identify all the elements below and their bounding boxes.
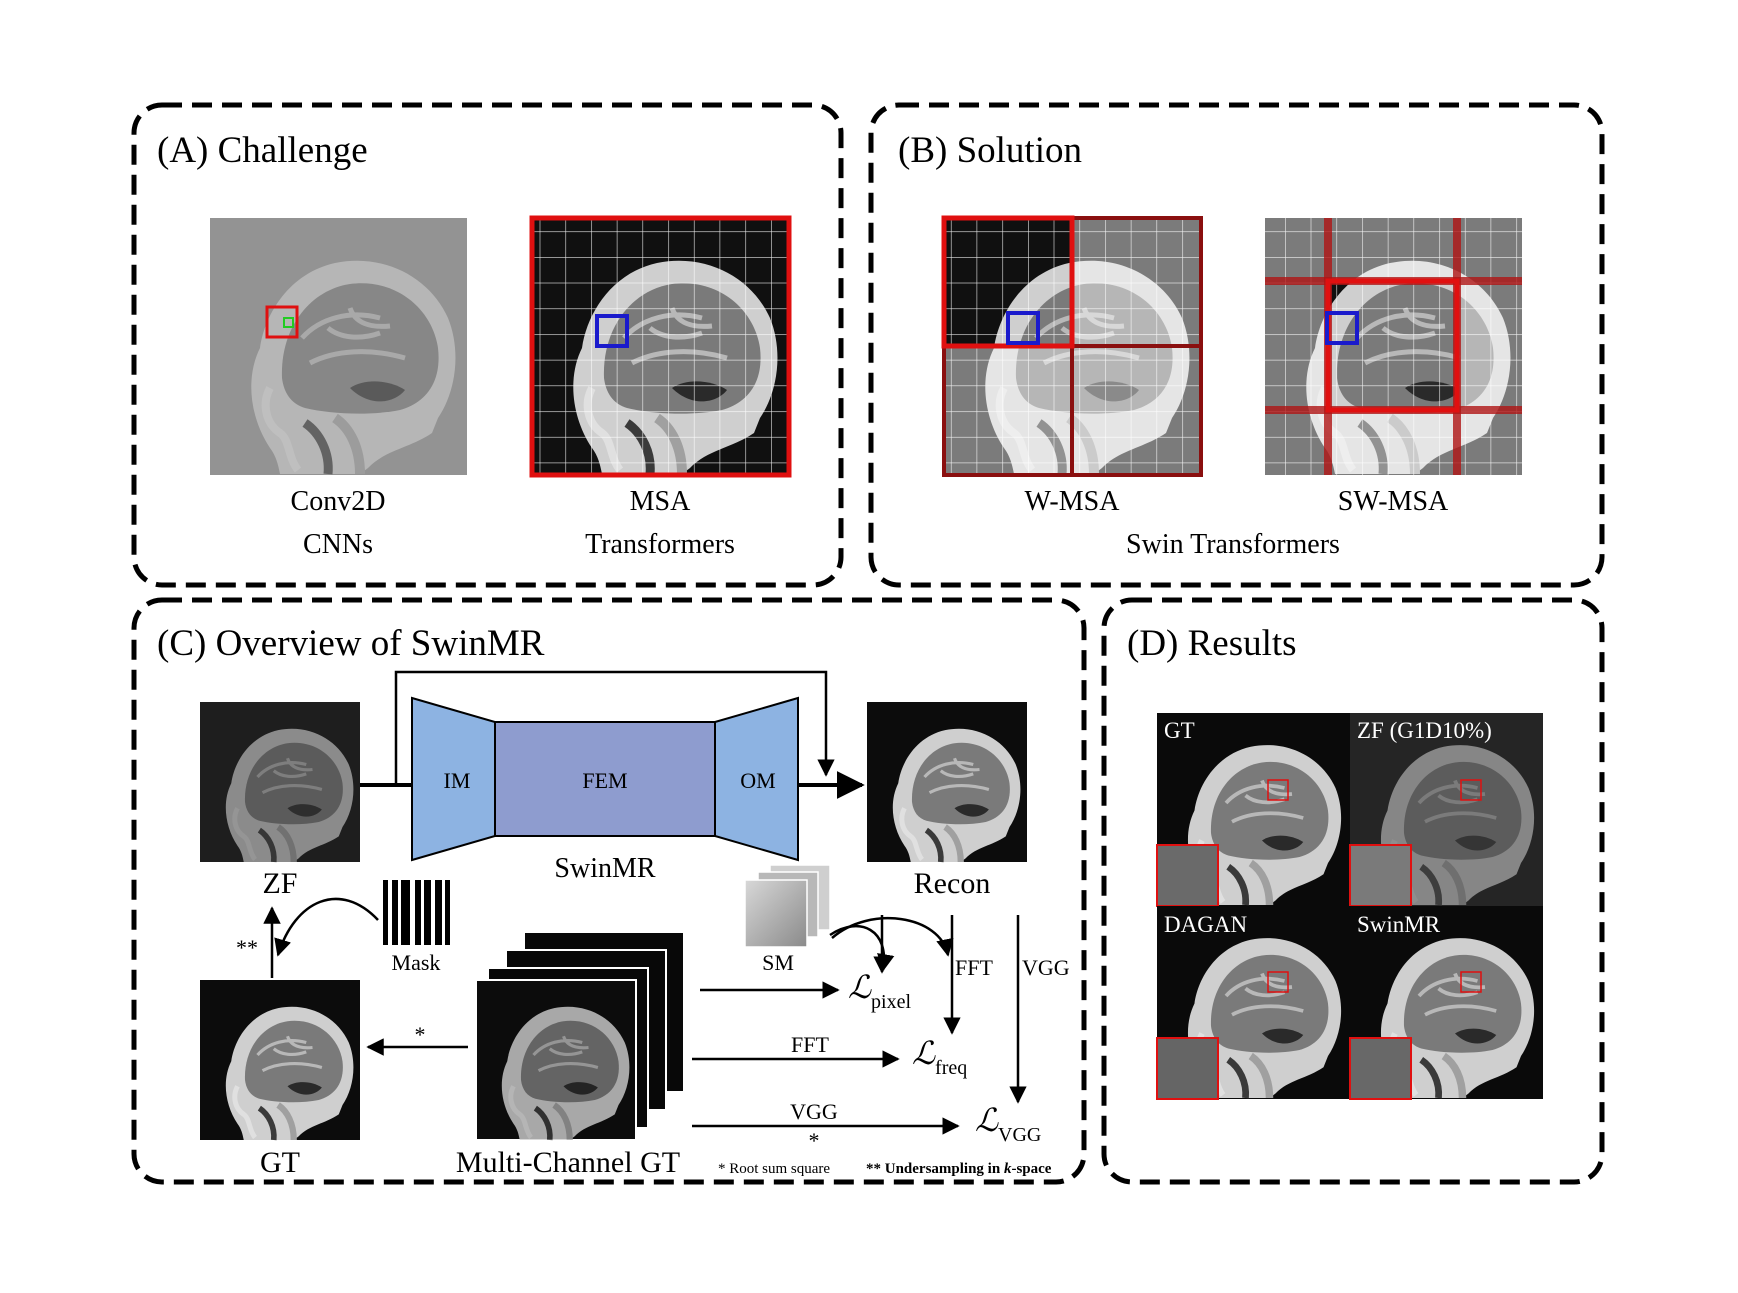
transformers-label: Transformers [585, 529, 735, 560]
panel-a-frame [131, 102, 844, 588]
fft-arrow-label: FFT [791, 1032, 829, 1057]
gt-image [200, 980, 360, 1140]
result-swinmr-label: SwinMR [1357, 912, 1441, 937]
result-zf-label: ZF (G1D10%) [1357, 718, 1492, 743]
freq-loss: ℒfreq [912, 1035, 967, 1079]
conv-kernel-green-box [283, 317, 294, 328]
swmsa-blue-patch [1325, 311, 1359, 345]
panel-c-frame [131, 597, 1087, 1185]
result-dagan-image [1156, 906, 1350, 1099]
wmsa-mri-image [941, 215, 1203, 475]
panel-c-title: (C) Overview of SwinMR [157, 623, 545, 664]
result-gt-label: GT [1164, 718, 1195, 743]
swmsa-red-window [1325, 278, 1460, 413]
im-label: IM [444, 768, 471, 793]
recon-label: Recon [914, 867, 991, 900]
swmsa-label: SW-MSA [1338, 486, 1449, 517]
fft-vertical-label: FFT [955, 955, 993, 980]
mask-image [383, 880, 450, 945]
conv2d-label: Conv2D [291, 486, 386, 517]
undersampling-stars: ** [236, 935, 258, 960]
swin-transformers-label: Swin Transformers [1126, 529, 1340, 560]
rss-footnote: * Root sum square [718, 1161, 830, 1177]
result-swinmr-image [1349, 906, 1543, 1099]
multi-channel-gt-label: Multi-Channel GT [456, 1146, 680, 1179]
panel-d-frame [1101, 597, 1605, 1185]
mask-label: Mask [392, 950, 441, 975]
pixel-loss: ℒpixel [848, 969, 911, 1013]
vgg-arrow-label: VGG [790, 1099, 838, 1124]
result-zf-image [1349, 713, 1543, 906]
fem-label: FEM [582, 768, 627, 793]
vgg-loss: ℒVGG [975, 1102, 1041, 1146]
msa-blue-patch [595, 314, 629, 348]
recon-to-loss-curve [831, 917, 954, 957]
rss-star: * [415, 1022, 426, 1047]
result-dagan-label: DAGAN [1164, 912, 1247, 937]
sm-label: SM [762, 950, 794, 975]
vgg-vertical-label: VGG [1022, 955, 1070, 980]
vgg-arrow-star: * [809, 1128, 820, 1153]
panel-b-title: (B) Solution [898, 130, 1082, 171]
undersampling-footnote: ** Undersampling in k-space [866, 1161, 1052, 1177]
wmsa-red-window [941, 215, 1075, 349]
gt-label: GT [260, 1146, 300, 1179]
cnns-label: CNNs [303, 529, 373, 560]
msa-label: MSA [630, 486, 691, 517]
multi-channel-gt-stack [475, 931, 685, 1140]
mask-to-arrow-curve [274, 897, 379, 957]
swmsa-mri-image [1265, 218, 1522, 475]
panel-d-title: (D) Results [1127, 623, 1297, 664]
zf-image [200, 702, 360, 862]
result-gt-image [1156, 713, 1350, 906]
conv2d-mri-image [210, 218, 467, 475]
sm-image [744, 864, 831, 948]
om-label: OM [740, 768, 775, 793]
wmsa-blue-patch [1006, 311, 1040, 345]
wmsa-label: W-MSA [1025, 486, 1121, 517]
zf-label: ZF [262, 867, 297, 900]
panel-b-frame [868, 102, 1605, 588]
conv-kernel-red-box [265, 305, 299, 339]
recon-image [867, 702, 1027, 862]
msa-red-window [529, 215, 792, 478]
swinmr-label: SwinMR [554, 853, 655, 884]
fem-block [494, 721, 716, 837]
panel-a-title: (A) Challenge [157, 130, 368, 171]
msa-mri-image [529, 215, 792, 478]
skip-connection [394, 670, 835, 785]
om-block [714, 696, 799, 862]
